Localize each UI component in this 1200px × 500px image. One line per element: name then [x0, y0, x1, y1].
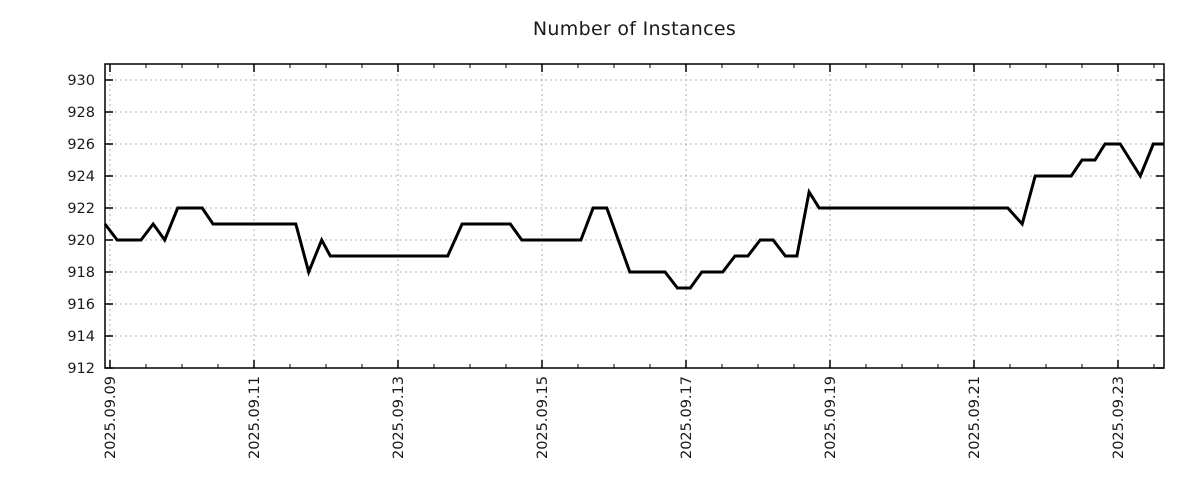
x-tick-label: 2025.09.23	[1111, 376, 1127, 459]
series-line	[103, 142, 1165, 290]
y-tick-label: 922	[67, 201, 95, 217]
x-tick-label: 2025.09.11	[247, 376, 263, 459]
y-tick-label: 928	[67, 105, 95, 121]
y-tick-label: 914	[67, 329, 95, 345]
y-tick-label: 920	[67, 233, 95, 249]
y-tick-label: 924	[67, 169, 95, 185]
x-tick-label: 2025.09.21	[967, 376, 983, 459]
x-tick-label: 2025.09.19	[823, 376, 839, 459]
chart-title: Number of Instances	[532, 18, 737, 40]
x-tick-label: 2025.09.13	[391, 376, 407, 459]
x-tick-label: 2025.09.09	[103, 376, 119, 459]
y-tick-label: 918	[67, 265, 95, 281]
x-tick-label: 2025.09.17	[679, 376, 695, 459]
y-tick-label: 916	[67, 297, 95, 313]
plot-border	[104, 63, 1165, 369]
y-tick-label: 926	[67, 137, 95, 153]
y-tick-label: 912	[67, 361, 95, 377]
x-tick-label: 2025.09.15	[535, 376, 551, 459]
y-tick-label: 930	[67, 73, 95, 89]
